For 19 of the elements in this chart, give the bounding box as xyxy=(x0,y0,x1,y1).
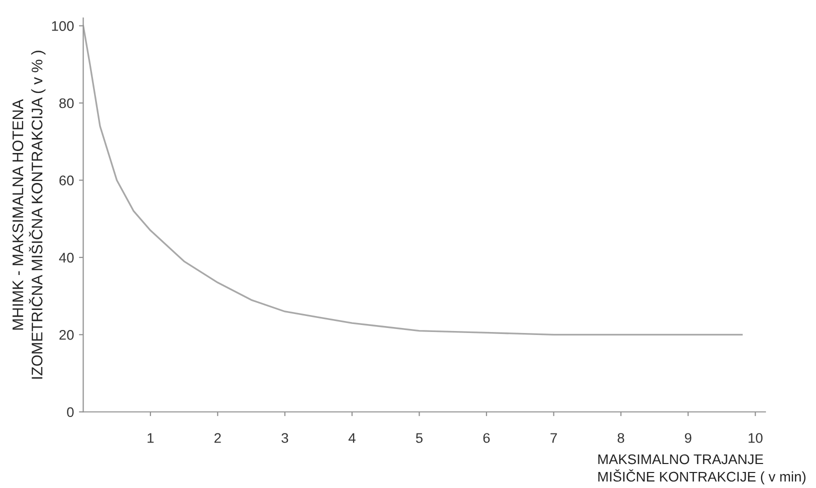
x-tick-label: 5 xyxy=(416,433,423,443)
y-tick-label: 60 xyxy=(59,176,74,186)
y-tick-label: 0 xyxy=(67,407,74,418)
x-tick-label: 6 xyxy=(483,433,490,443)
y-axis-title: MHIMK - MAKSIMALNA HOTENA IZOMETRIČNA MIŠIČNA KONTRAKCIJA ( v % ) xyxy=(12,50,46,379)
x-tick-label: 1 xyxy=(148,433,154,443)
y-tick-label: 100 xyxy=(52,21,74,31)
x-tick-label: 9 xyxy=(684,433,692,443)
x-axis-title: MAKSIMALNO TRAJANJE MIŠIČNE KONTRAKCIJE ( v min) xyxy=(598,454,806,484)
x-tick-label: 7 xyxy=(550,433,557,443)
x-tick-label: 3 xyxy=(282,433,288,443)
y-tick-label: 80 xyxy=(59,98,74,108)
x-tick-label: 8 xyxy=(618,433,624,443)
y-tick-label: 40 xyxy=(59,252,74,263)
x-tick-label: 4 xyxy=(348,433,356,443)
line-series xyxy=(83,24,743,336)
x-tick-label: 2 xyxy=(214,433,221,443)
x-tick-label: 10 xyxy=(748,433,763,443)
y-tick-label: 20 xyxy=(59,330,74,340)
